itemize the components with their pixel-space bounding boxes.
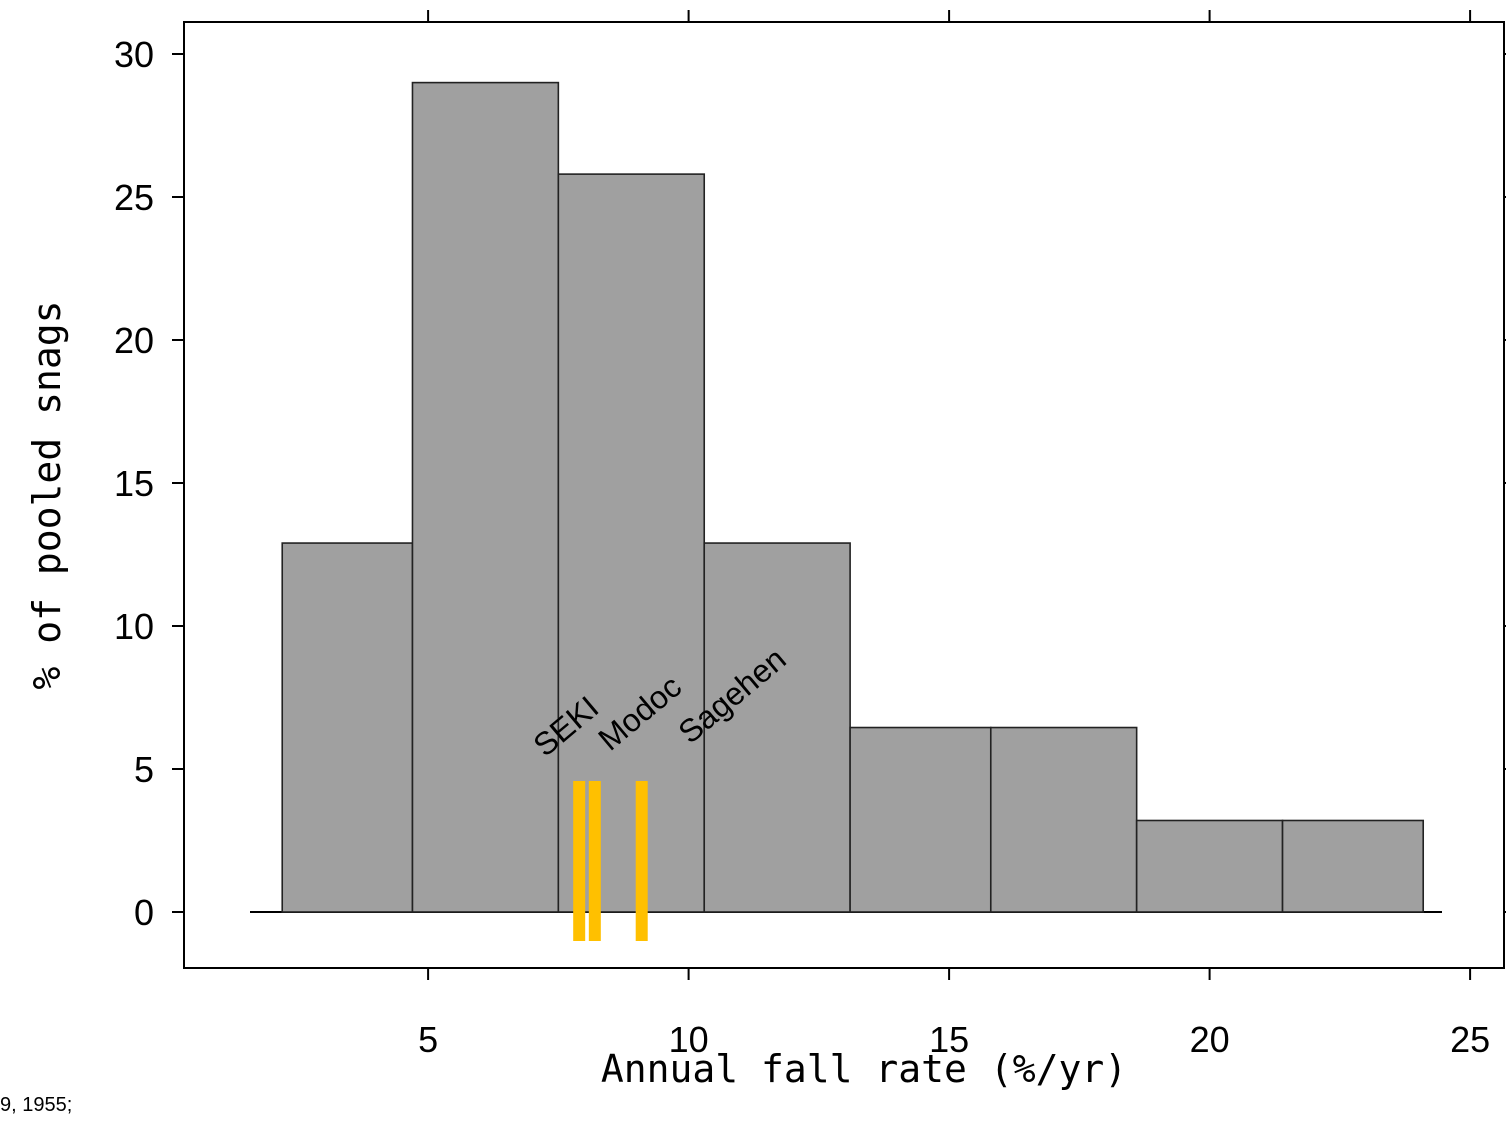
x-tick-label: 10 (669, 1019, 709, 1060)
x-axis-title: Annual fall rate (%/yr) (601, 1047, 1127, 1091)
x-tick-label: 5 (418, 1019, 438, 1060)
histogram-bar (703, 542, 851, 913)
histogram-bars (281, 81, 1425, 913)
plot-frame (183, 21, 1505, 969)
y-tick-label: 15 (114, 463, 154, 504)
y-tick-label: 30 (114, 34, 154, 75)
x-tick-label: 15 (929, 1019, 969, 1060)
site-marker-seki (573, 781, 586, 941)
histogram-bar (281, 542, 414, 913)
y-tick-label: 25 (114, 177, 154, 218)
histogram-bar (1135, 819, 1284, 913)
x-tick-label: 20 (1190, 1019, 1230, 1060)
y-tick-label: 20 (114, 320, 154, 361)
histogram-bar (411, 81, 560, 913)
histogram-bar (989, 726, 1138, 913)
y-tick-label: 0 (134, 892, 154, 933)
x-tick-label: 25 (1450, 1019, 1490, 1060)
footnote: 9, 1955; (0, 1094, 73, 1116)
site-marker-modoc (588, 781, 601, 941)
histogram-bar (1281, 819, 1425, 913)
y-axis-ticks: 0 5 10 15 20 25 30 (114, 34, 1506, 933)
y-tick-label: 5 (134, 749, 154, 790)
x-axis-ticks: 5 10 15 20 25 (418, 10, 1490, 1060)
y-tick-label: 10 (114, 606, 154, 647)
histogram-bar (849, 726, 992, 913)
site-markers (573, 781, 648, 941)
y-axis-title: % of pooled snags (25, 301, 69, 690)
site-marker-sagehen (635, 781, 648, 941)
